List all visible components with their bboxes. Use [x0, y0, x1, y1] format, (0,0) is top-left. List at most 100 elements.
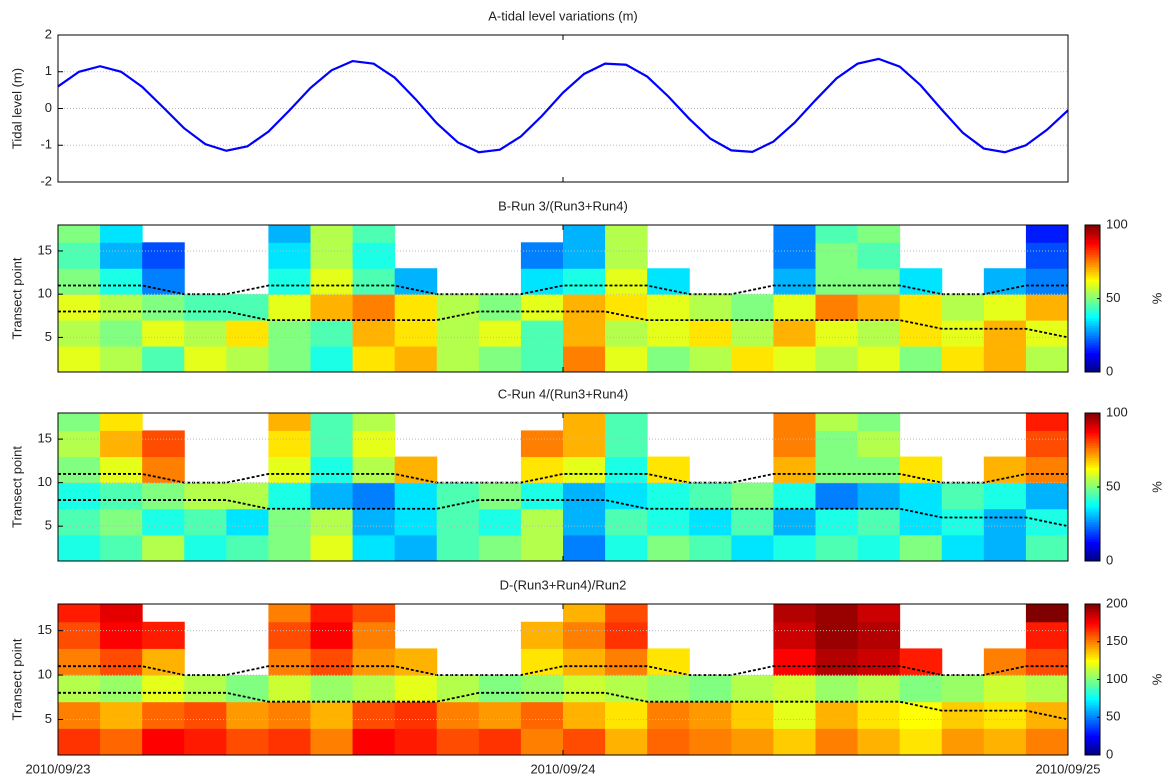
colorbar-segment [1085, 531, 1100, 535]
heat-cell [1025, 604, 1069, 623]
heat-cell [899, 648, 943, 676]
colorbar-segment [1085, 727, 1100, 731]
heat-cell [941, 482, 985, 510]
heat-cell [983, 701, 1027, 729]
heat-cell [58, 621, 101, 649]
heat-cell [605, 621, 648, 649]
colorbar-segment [1085, 229, 1100, 233]
heat-cell [605, 225, 648, 243]
heat-cell [773, 242, 816, 269]
colorbar-segment [1085, 629, 1100, 633]
axes-frame [57, 603, 1069, 756]
heat-cell [310, 430, 354, 458]
heat-cell [268, 701, 311, 729]
colorbar-segment [1085, 712, 1100, 716]
heat-cell [815, 648, 859, 676]
heat-cell [815, 430, 859, 458]
heat-cell [58, 294, 101, 321]
heat-cell [689, 701, 732, 729]
colorbar-segment [1085, 425, 1100, 429]
colorbar-segment [1085, 340, 1100, 344]
colorbar-segment [1085, 664, 1100, 668]
heat-cell [142, 294, 185, 321]
y-tick-label: 5 [45, 518, 52, 533]
heat-cell [268, 482, 311, 510]
heat-cell [857, 430, 901, 458]
heat-cell [268, 604, 311, 623]
panel-title: C-Run 4/(Run3+Run4) [498, 386, 628, 401]
heat-cell [268, 430, 311, 458]
colorbar-segment [1085, 707, 1100, 711]
colorbar-segment [1085, 666, 1100, 670]
panel-title: D-(Run3+Run4)/Run2 [500, 577, 627, 592]
heat-cell [268, 456, 311, 484]
colorbar-segment [1085, 479, 1100, 483]
colorbar-segment [1085, 499, 1100, 503]
y-axis-label: Transect point [9, 638, 24, 720]
heat-cell [142, 701, 185, 729]
colorbar-segment [1085, 354, 1100, 358]
heat-cell [731, 346, 774, 373]
colorbar-segment [1085, 556, 1100, 560]
colorbar-segment [1085, 697, 1100, 701]
heat-cell [520, 621, 564, 649]
heat-cell [184, 701, 227, 729]
colorbar-segment [1085, 320, 1100, 324]
heat-cell [58, 456, 101, 484]
heat-cell [520, 701, 564, 729]
heat-cell [352, 320, 396, 347]
heat-cell [100, 346, 143, 373]
colorbar-segment [1085, 357, 1100, 361]
heat-cell [478, 534, 522, 562]
colorbar-segment [1085, 543, 1100, 547]
heat-cell [773, 648, 816, 676]
heat-cell [100, 621, 143, 649]
heat-cell [1025, 413, 1069, 431]
colorbar-segment [1085, 634, 1100, 638]
heat-cell [815, 294, 859, 321]
heat-cell [520, 508, 564, 536]
colorbar-segment [1085, 732, 1100, 736]
y-tick-label: 10 [38, 286, 52, 301]
tide-line [57, 57, 1069, 154]
y-tick-label: 0 [45, 100, 52, 115]
colorbar-segment [1085, 669, 1100, 673]
heat-cell [563, 648, 606, 676]
colorbar-segment [1085, 609, 1100, 613]
heat-cell [983, 346, 1027, 373]
colorbar-segment [1085, 422, 1100, 426]
heat-cell [394, 482, 438, 510]
colorbar-segment [1085, 737, 1100, 741]
heat-cell [520, 534, 564, 562]
dashed-boundary [58, 691, 1069, 721]
colorbar-segment [1085, 330, 1100, 334]
colorbar-segment [1085, 264, 1100, 268]
dashed-boundary [58, 284, 1068, 296]
y-tick-label: -1 [40, 137, 52, 152]
colorbar-segment [1085, 345, 1100, 348]
colorbar-segment [1085, 352, 1100, 356]
heat-cell [352, 482, 396, 510]
heat-cell [857, 728, 901, 756]
heat-cell [184, 675, 227, 703]
heat-cell [899, 534, 943, 562]
heat-cell [478, 508, 522, 536]
colorbar-segment [1085, 521, 1100, 525]
heat-cell [352, 225, 396, 243]
heat-cell [983, 268, 1027, 295]
heat-cell [478, 294, 522, 321]
heat-cell [226, 346, 269, 373]
heat-cell [142, 675, 185, 703]
heat-cell [983, 534, 1027, 562]
heat-cell [605, 320, 648, 347]
colorbar-segment [1085, 437, 1100, 441]
colorbar-segment [1085, 313, 1100, 317]
heat-cell [773, 268, 816, 295]
heat-cell [1025, 675, 1069, 703]
colorbar-segment [1085, 682, 1100, 686]
heat-cell [100, 430, 143, 458]
heat-cell [647, 728, 690, 756]
heat-cell [983, 320, 1027, 347]
colorbar-segment [1085, 717, 1100, 721]
y-tick-label: 1 [45, 63, 52, 78]
